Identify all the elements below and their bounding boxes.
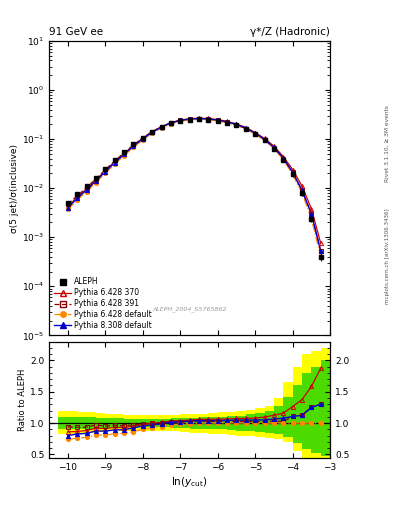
Y-axis label: σ(5 jet)/σ(inclusive): σ(5 jet)/σ(inclusive) <box>10 144 19 232</box>
Text: Rivet 3.1.10, ≥ 3M events: Rivet 3.1.10, ≥ 3M events <box>385 105 389 182</box>
X-axis label: $\ln(y_\mathrm{cut})$: $\ln(y_\mathrm{cut})$ <box>171 475 208 489</box>
Text: ALEPH_2004_S5765862: ALEPH_2004_S5765862 <box>152 306 227 312</box>
Y-axis label: Ratio to ALEPH: Ratio to ALEPH <box>18 369 27 431</box>
Text: mcplots.cern.ch [arXiv:1306.3436]: mcplots.cern.ch [arXiv:1306.3436] <box>385 208 389 304</box>
Text: γ*/Z (Hadronic): γ*/Z (Hadronic) <box>250 28 330 37</box>
Text: 91 GeV ee: 91 GeV ee <box>49 28 103 37</box>
Legend: ALEPH, Pythia 6.428 370, Pythia 6.428 391, Pythia 6.428 default, Pythia 8.308 de: ALEPH, Pythia 6.428 370, Pythia 6.428 39… <box>53 276 154 332</box>
